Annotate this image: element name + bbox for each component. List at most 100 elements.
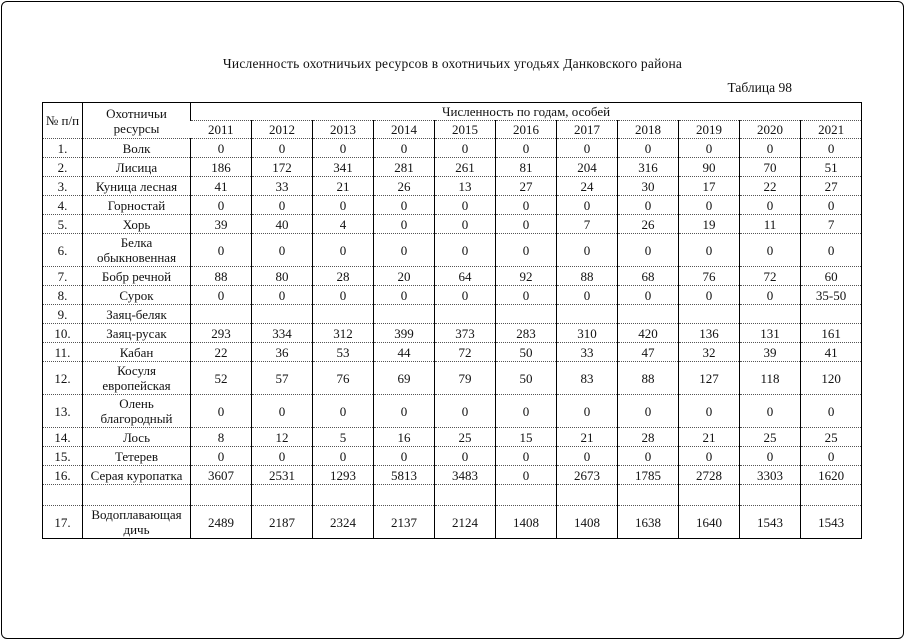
value-cell: 0: [495, 214, 557, 234]
table-caption: Таблица 98: [727, 80, 793, 95]
value-cell: 3303: [739, 465, 801, 485]
col-header-resource: Охотничьи ресурсы: [82, 102, 191, 139]
col-header-num: № п/п: [45, 113, 80, 128]
value-cell: 0: [556, 233, 618, 267]
value-cell: 1638: [617, 505, 679, 539]
value-cell: 0: [739, 394, 801, 428]
value-cell: 2137: [373, 505, 435, 539]
value-cell: 261: [434, 157, 496, 177]
value-cell: 1785: [617, 465, 679, 485]
value-cell: 50: [495, 361, 557, 395]
value-cell: 0: [434, 233, 496, 267]
year-header: 2013: [312, 120, 374, 139]
value-cell: 0: [617, 446, 679, 466]
value-cell: 50: [495, 342, 557, 362]
value-cell: 76: [678, 266, 740, 286]
year-header: 2016: [495, 120, 557, 139]
value-cell: 80: [251, 266, 313, 286]
value-cell: 33: [556, 342, 618, 362]
value-cell: 204: [556, 157, 618, 177]
value-cell: 64: [434, 266, 496, 286]
value-cell: 0: [312, 446, 374, 466]
row-num-cell: 5.: [42, 214, 83, 234]
value-cell: 341: [312, 157, 374, 177]
year-header: 2011: [190, 120, 252, 139]
value-cell: 0: [617, 138, 679, 158]
table-row: 15. Тетерев 0 0 0 0 0 0 0 0 0 0 0: [42, 446, 862, 466]
value-cell: 0: [556, 195, 618, 215]
value-cell: 76: [312, 361, 374, 395]
value-cell: 2324: [312, 505, 374, 539]
value-cell: 0: [556, 394, 618, 428]
value-cell: 0: [190, 285, 252, 305]
value-cell: [495, 304, 557, 324]
row-num-cell: [42, 484, 83, 506]
row-num-cell: 6.: [42, 233, 83, 267]
value-cell: 0: [495, 446, 557, 466]
value-cell: 0: [799, 138, 862, 158]
value-cell: 17: [678, 176, 740, 196]
value-cell: [799, 304, 862, 324]
value-cell: 0: [251, 233, 313, 267]
value-cell: 7: [556, 214, 618, 234]
value-cell: [251, 484, 313, 506]
value-cell: 0: [799, 195, 862, 215]
value-cell: 52: [190, 361, 252, 395]
value-cell: 0: [495, 233, 557, 267]
header-row-years: 2011 2012 2013 2014 2015 2016 2017 2018 2019 2020…: [43, 120, 862, 139]
resource-name-cell: Серая куропатка: [82, 465, 191, 485]
value-cell: 2728: [678, 465, 740, 485]
value-cell: 0: [799, 233, 862, 267]
year-header: 2021: [799, 120, 862, 139]
value-cell: 4: [312, 214, 374, 234]
value-cell: 12: [251, 427, 313, 447]
value-cell: 0: [190, 394, 252, 428]
resource-name-cell: [82, 484, 191, 506]
value-cell: 0: [373, 138, 435, 158]
value-cell: 0: [434, 214, 496, 234]
table-row: 16. Серая куропатка 3607 2531 1293 5813 3483 0 2…: [42, 465, 862, 485]
value-cell: 0: [556, 285, 618, 305]
value-cell: 13: [434, 176, 496, 196]
value-cell: 88: [190, 266, 252, 286]
table-row: 1. Волк 0 0 0 0 0 0 0 0 0 0 0: [42, 138, 862, 158]
header-row-top: № п/п Охотничьи ресурсы Численность по г…: [43, 102, 862, 139]
value-cell: 0: [678, 446, 740, 466]
value-cell: 312: [312, 323, 374, 343]
resource-name-cell: Волк: [82, 138, 191, 158]
value-cell: 1408: [495, 505, 557, 539]
value-cell: 0: [373, 446, 435, 466]
value-cell: 19: [678, 214, 740, 234]
value-cell: 39: [739, 342, 801, 362]
value-cell: 0: [495, 138, 557, 158]
resource-name-cell: Сурок: [82, 285, 191, 305]
resource-name-cell: Хорь: [82, 214, 191, 234]
value-cell: 0: [799, 446, 862, 466]
table-row: 3. Куница лесная 41 33 21 26 13 27 24 30 17 22 27: [42, 176, 862, 196]
year-header: 2019: [678, 120, 740, 139]
value-cell: 27: [495, 176, 557, 196]
value-cell: 0: [556, 138, 618, 158]
value-cell: 0: [312, 285, 374, 305]
value-cell: 25: [434, 427, 496, 447]
value-cell: 16: [373, 427, 435, 447]
value-cell: 1543: [799, 505, 862, 539]
table-row: 8. Сурок 0 0 0 0 0 0 0 0 0 0 35-50: [42, 285, 862, 305]
value-cell: 1543: [739, 505, 801, 539]
value-cell: 0: [799, 394, 862, 428]
value-cell: [556, 484, 618, 506]
value-cell: 92: [495, 266, 557, 286]
year-header: 2015: [434, 120, 496, 139]
year-header: 2017: [556, 120, 618, 139]
table-row: 17. Водоплавающая дичь 2489 2187 2324 2137 212…: [42, 505, 862, 539]
resource-name-cell: Белка обыкновенная: [82, 233, 191, 267]
value-cell: [739, 304, 801, 324]
value-cell: [434, 484, 496, 506]
value-cell: 41: [190, 176, 252, 196]
value-cell: 0: [312, 195, 374, 215]
value-cell: 0: [251, 138, 313, 158]
value-cell: 0: [617, 233, 679, 267]
row-num-cell: 11.: [42, 342, 83, 362]
value-cell: [251, 304, 313, 324]
value-cell: 420: [617, 323, 679, 343]
